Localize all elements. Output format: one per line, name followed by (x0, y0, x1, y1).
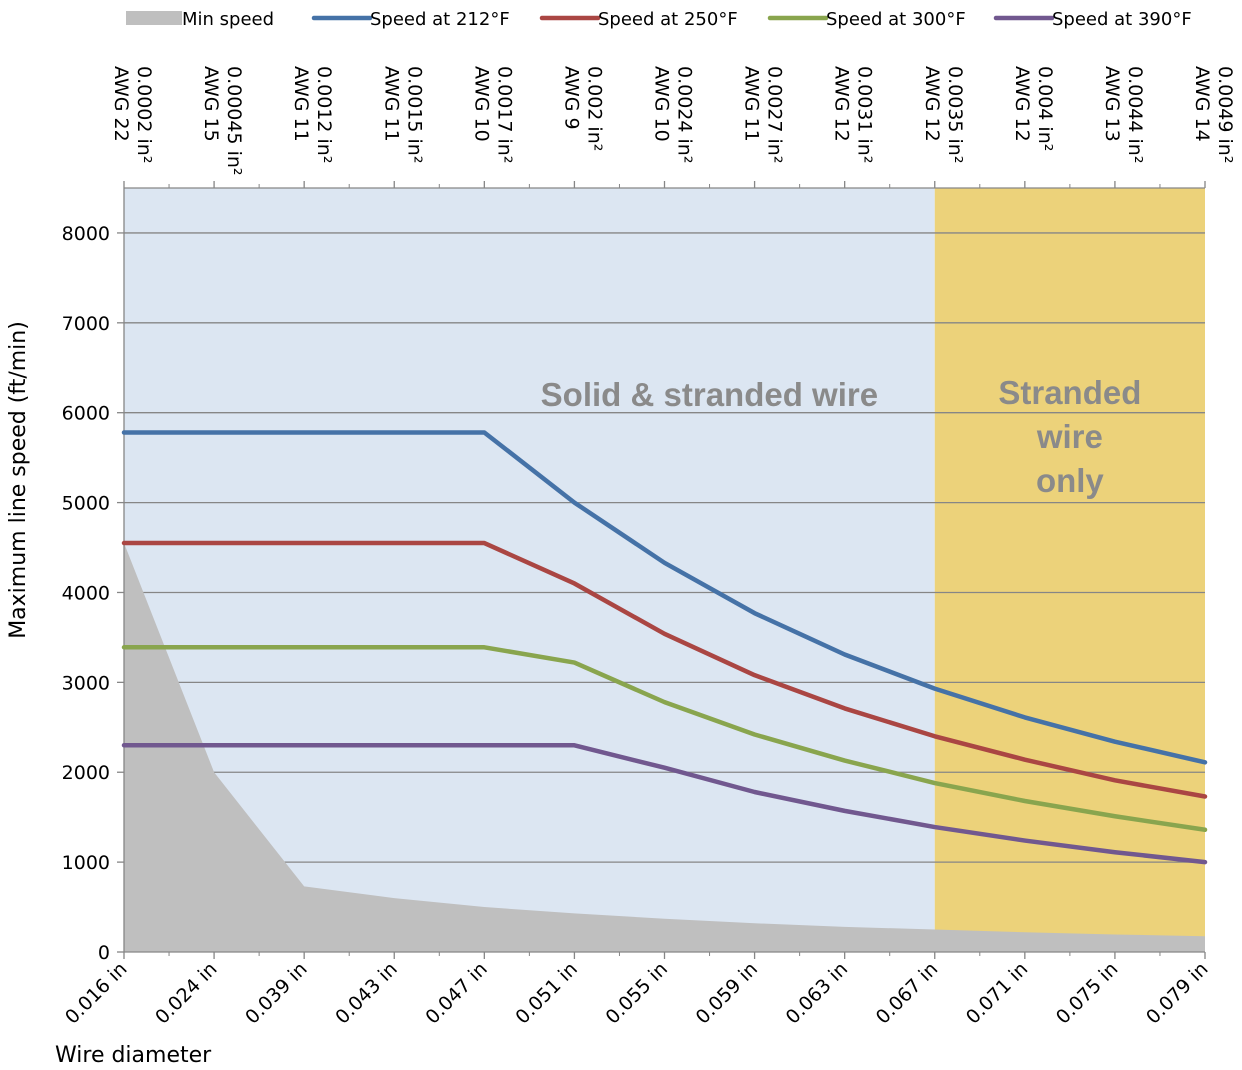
y-tick-label-1000: 1000 (62, 852, 110, 874)
y-axis-title: Maximum line speed (ft/min) (6, 321, 31, 639)
top-label-11: 0.0044 in²AWG 13 (1101, 66, 1146, 163)
top-label-awg-4: AWG 10 (470, 66, 492, 142)
top-label-area-4: 0.0017 in² (493, 66, 515, 163)
top-axis-labels: 0.0002 in²AWG 22 0.00045 in²AWG 15 0.0012 … (110, 66, 1236, 176)
x-tick-label-1: 0.024 in (151, 958, 222, 1029)
y-tick-label-5000: 5000 (62, 493, 110, 515)
top-label-0: 0.0002 in²AWG 22 (110, 66, 155, 163)
top-label-awg-9: AWG 12 (921, 66, 943, 142)
y-tick-label-8000: 8000 (62, 223, 110, 245)
legend-label-2: Speed at 250°F (598, 9, 738, 30)
top-label-5: 0.002 in²AWG 9 (560, 66, 605, 151)
top-label-area-7: 0.0027 in² (764, 66, 786, 163)
top-label-awg-12: AWG 14 (1191, 66, 1213, 142)
top-label-area-10: 0.004 in² (1034, 66, 1056, 151)
axes (117, 181, 1206, 959)
y-tick-label-6000: 6000 (62, 403, 110, 425)
top-label-3: 0.0015 in²AWG 11 (380, 66, 425, 163)
region-label-stranded-line-2: only (1036, 462, 1104, 499)
gridlines (124, 232, 1205, 863)
top-label-area-1: 0.00045 in² (223, 66, 245, 176)
top-label-6: 0.0024 in²AWG 10 (651, 66, 696, 163)
top-label-area-2: 0.0012 in² (313, 66, 335, 163)
top-label-awg-1: AWG 15 (200, 66, 222, 142)
top-label-area-5: 0.002 in² (583, 66, 605, 151)
y-tick-label-3000: 3000 (62, 672, 110, 694)
top-label-area-3: 0.0015 in² (403, 66, 425, 163)
min-speed-area-layer (124, 543, 1205, 952)
x-tick-label-12: 0.079 in (1142, 958, 1213, 1029)
top-label-area-0: 0.0002 in² (133, 66, 155, 163)
top-label-10: 0.004 in²AWG 12 (1011, 66, 1056, 151)
top-label-awg-8: AWG 12 (831, 66, 853, 142)
series-area-min-speed (124, 543, 1205, 952)
y-tick-label-0: 0 (98, 942, 110, 964)
x-tick-label-10: 0.071 in (962, 958, 1033, 1029)
region-labels: Solid & stranded wire Stranded wire only (541, 374, 1142, 499)
top-label-area-8: 0.0031 in² (854, 66, 876, 163)
x-tick-label-3: 0.043 in (331, 958, 402, 1029)
legend-label-4: Speed at 390°F (1052, 9, 1192, 30)
top-label-1: 0.00045 in²AWG 15 (200, 66, 245, 176)
top-label-area-6: 0.0024 in² (674, 66, 696, 163)
region-label-stranded-line-0: Stranded (998, 374, 1141, 411)
x-tick-labels: 0.016 in 0.024 in 0.039 in 0.043 in 0.047 in… (61, 958, 1213, 1029)
x-tick-label-7: 0.059 in (692, 958, 763, 1029)
top-label-area-12: 0.0049 in² (1214, 66, 1236, 163)
y-tick-label-4000: 4000 (62, 582, 110, 604)
x-axis-title: Wire diameter (55, 1043, 212, 1068)
region-label-stranded-line-1: wire (1036, 418, 1103, 455)
series-lines (121, 430, 1208, 865)
x-tick-label-0: 0.016 in (61, 958, 132, 1029)
x-tick-label-6: 0.055 in (601, 958, 672, 1029)
top-label-awg-0: AWG 22 (110, 66, 132, 142)
y-tick-label-2000: 2000 (62, 762, 110, 784)
legend-label-0: Min speed (182, 9, 274, 30)
x-tick-label-11: 0.075 in (1052, 958, 1123, 1029)
x-tick-label-5: 0.051 in (511, 958, 582, 1029)
top-label-12: 0.0049 in²AWG 14 (1191, 66, 1236, 163)
x-tick-label-9: 0.067 in (872, 958, 943, 1029)
x-tick-label-2: 0.039 in (241, 958, 312, 1029)
region-label-solid-stranded: Solid & stranded wire (541, 376, 878, 413)
top-label-awg-10: AWG 12 (1011, 66, 1033, 142)
legend-swatch-0 (126, 11, 182, 25)
background-regions (124, 188, 1205, 952)
top-label-2: 0.0012 in²AWG 11 (290, 66, 335, 163)
y-tick-labels: 0 1000 2000 3000 4000 5000 6000 7000 8000 (62, 223, 110, 964)
legend: Min speed Speed at 212°F Speed at 250°F Spe… (126, 9, 1192, 30)
top-label-awg-6: AWG 10 (651, 66, 673, 142)
top-label-awg-2: AWG 11 (290, 66, 312, 142)
legend-label-3: Speed at 300°F (826, 9, 966, 30)
top-label-awg-3: AWG 11 (380, 66, 402, 142)
top-label-awg-11: AWG 13 (1101, 66, 1123, 142)
top-label-awg-7: AWG 11 (741, 66, 763, 142)
top-label-8: 0.0031 in²AWG 12 (831, 66, 876, 163)
top-label-7: 0.0027 in²AWG 11 (741, 66, 786, 163)
y-tick-label-7000: 7000 (62, 313, 110, 335)
region-bg-1 (934, 188, 1205, 952)
top-label-9: 0.0035 in²AWG 12 (921, 66, 966, 163)
region-bg-0 (124, 188, 935, 952)
x-tick-label-4: 0.047 in (421, 958, 492, 1029)
top-label-area-11: 0.0044 in² (1124, 66, 1146, 163)
x-tick-label-8: 0.063 in (782, 958, 853, 1029)
top-label-awg-5: AWG 9 (560, 66, 582, 130)
top-label-area-9: 0.0035 in² (944, 66, 966, 163)
top-label-4: 0.0017 in²AWG 10 (470, 66, 515, 163)
legend-label-1: Speed at 212°F (370, 9, 510, 30)
